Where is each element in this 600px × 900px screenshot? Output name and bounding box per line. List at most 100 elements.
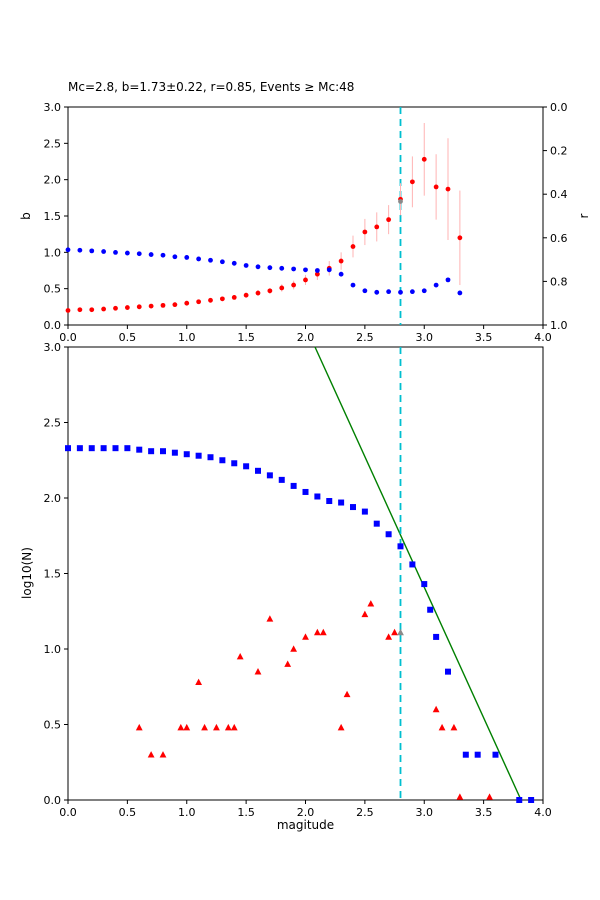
tick-label: 3.0 [416, 806, 434, 819]
circle-marker [184, 255, 190, 260]
circle-marker [148, 303, 154, 309]
mc-point-series [397, 628, 404, 636]
tick-label: 1.0 [178, 806, 196, 819]
square-marker [445, 668, 451, 675]
tick-label: 0.0 [550, 101, 568, 114]
tick-label: 0.5 [44, 283, 62, 296]
top-panel: 0.0 0.5 1.0 1.5 2.0 2.5 3.0 3.5 4.0 0.0 0.5 1.0 1.5 2… [44, 101, 568, 344]
circle-marker [243, 292, 249, 298]
square-marker [385, 531, 392, 538]
circle-marker [267, 288, 273, 294]
circle-marker [362, 288, 368, 294]
circle-marker [136, 251, 142, 257]
triangle-marker [254, 668, 262, 675]
circle-marker [457, 290, 463, 296]
top-left-axis-label: b [19, 212, 33, 220]
circle-marker [113, 250, 118, 255]
circle-marker [374, 224, 380, 230]
circle-marker [208, 257, 213, 263]
circle-marker [445, 277, 451, 283]
circle-marker [386, 289, 392, 295]
tick-label: 0.5 [119, 331, 137, 344]
triangle-marker [337, 723, 345, 731]
circle-marker [89, 307, 95, 313]
tick-label: 3.0 [44, 341, 62, 354]
circle-marker [65, 247, 71, 253]
tick-label: 3.0 [416, 331, 434, 344]
mc-point-series [398, 199, 403, 204]
circle-marker [231, 294, 237, 300]
square-marker [474, 751, 481, 758]
circle-marker [457, 235, 463, 241]
b-value-series [65, 122, 463, 313]
circle-marker [398, 199, 403, 204]
triangle-marker [450, 723, 458, 731]
square-marker [326, 498, 333, 505]
circle-marker [196, 256, 202, 262]
square-marker [65, 445, 71, 452]
tick-label: 3.5 [475, 331, 493, 344]
square-marker [76, 445, 83, 452]
triangle-marker [284, 660, 292, 667]
r-value-series [65, 247, 463, 296]
square-marker [171, 449, 178, 456]
triangle-marker [147, 751, 155, 758]
circle-marker [77, 307, 83, 313]
circle-marker [77, 247, 83, 253]
triangle-marker [361, 610, 369, 618]
square-marker [361, 508, 368, 515]
circle-marker [184, 300, 190, 306]
square-marker [433, 633, 440, 640]
circle-marker [338, 258, 344, 264]
square-marker [207, 454, 214, 461]
square-marker [124, 445, 131, 452]
square-marker [219, 457, 226, 464]
tick-label: 1.0 [44, 643, 62, 656]
circle-marker [362, 229, 368, 235]
circle-marker [433, 184, 439, 190]
bottom-x-axis-label: magitude [276, 818, 335, 832]
square-marker [516, 797, 523, 803]
square-marker [183, 451, 190, 458]
circle-marker [314, 271, 320, 277]
circle-marker [291, 282, 297, 288]
tick-label: 2.0 [44, 174, 62, 187]
square-marker [462, 751, 469, 758]
square-marker [373, 520, 380, 527]
bottom-panel: 0.0 0.5 1.0 1.5 2.0 2.5 3.0 3.5 4.0 0.0 0.5 1.0 1.5 2… [44, 341, 552, 819]
triangle-marker [159, 751, 167, 758]
circle-marker [160, 302, 166, 308]
circle-marker [113, 305, 118, 311]
triangle-marker [183, 723, 191, 731]
axes-frame [67, 106, 544, 326]
triangle-marker [302, 633, 309, 640]
tick-label: 0.0 [44, 794, 62, 807]
tick-label: 2.5 [44, 417, 62, 430]
square-marker [397, 543, 404, 550]
circle-marker [398, 289, 403, 295]
circle-marker [124, 305, 130, 310]
triangle-marker [313, 628, 321, 636]
circle-marker [267, 265, 273, 271]
triangle-marker [367, 600, 375, 607]
square-marker [338, 499, 345, 506]
triangle-marker [385, 633, 393, 640]
triangle-marker [343, 690, 351, 698]
circle-marker [160, 252, 166, 258]
circle-marker [303, 267, 308, 273]
square-marker [302, 488, 309, 495]
triangle-marker [135, 723, 143, 731]
circle-marker [433, 282, 439, 288]
tick-label: 1.0 [44, 246, 62, 259]
square-marker [255, 467, 261, 474]
circle-marker [89, 248, 95, 254]
tick-label: 1.5 [237, 331, 255, 344]
triangle-marker [397, 628, 404, 636]
square-marker [409, 561, 416, 568]
circle-marker [314, 268, 320, 273]
tick-label: 2.0 [44, 492, 62, 505]
circle-marker [124, 250, 130, 256]
circle-marker [243, 263, 249, 268]
square-marker [421, 581, 428, 588]
